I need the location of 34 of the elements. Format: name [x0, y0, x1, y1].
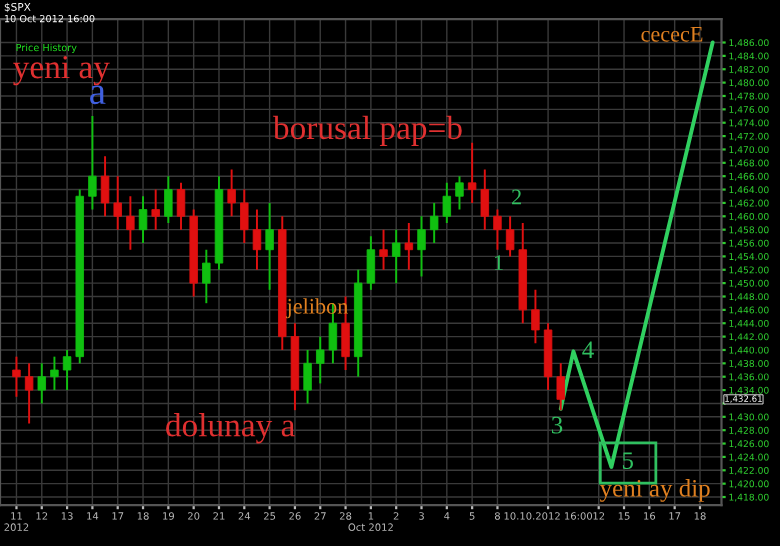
- candlestick: [379, 228, 388, 271]
- candlestick: [12, 355, 21, 398]
- annotation: cececE: [641, 26, 703, 42]
- candlestick: [493, 208, 502, 251]
- annotation: 2: [512, 189, 521, 205]
- candlestick: [265, 201, 274, 291]
- annotation: yeni ay dip: [599, 479, 710, 502]
- annotation: 3: [551, 416, 563, 434]
- candlestick: [50, 355, 59, 392]
- annotation: 1: [494, 255, 503, 270]
- candlestick: [455, 175, 464, 211]
- annotation: a: [90, 85, 106, 105]
- candlestick: [252, 208, 262, 271]
- candlestick: [531, 288, 540, 345]
- candlestick: [202, 248, 211, 305]
- candlestick: [24, 362, 34, 425]
- candlestick: [391, 228, 401, 285]
- candlestick: [151, 188, 160, 231]
- candlestick: [303, 349, 312, 405]
- candlestick: [126, 195, 135, 251]
- annotation: 4: [582, 341, 594, 358]
- candlestick: [417, 215, 426, 278]
- annotation: 5: [622, 452, 633, 470]
- candlestick: [88, 115, 97, 211]
- candlestick: [138, 195, 148, 244]
- candlestick: [176, 181, 186, 231]
- candlestick: [240, 188, 249, 244]
- annotation: borusal pap=b: [272, 115, 462, 146]
- candlestick: [164, 175, 173, 224]
- candlestick: [37, 362, 46, 405]
- annotation: yeni ay: [13, 55, 110, 86]
- annotation: dolunay a: [166, 413, 295, 444]
- candlestick: [227, 168, 236, 218]
- candlestick: [404, 222, 414, 271]
